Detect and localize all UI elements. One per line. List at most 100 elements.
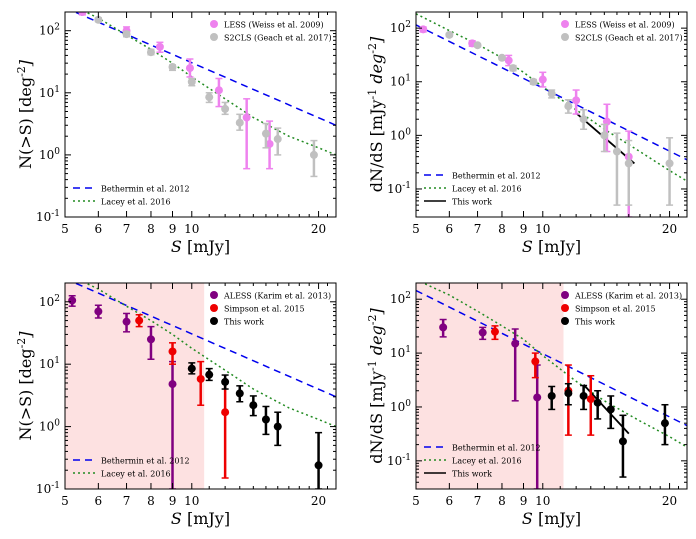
series-s2cls-geach-et-al-2017 [94,15,318,178]
data-point [187,364,196,373]
y-tick-label: 101 [39,85,60,100]
x-axis: 5 6 7 8 9 10 20 [412,12,688,236]
x-tick-label: 6 [446,222,454,236]
data-point [146,335,155,344]
panel-bottom-left: 5 6 7 8 9 10 20 10-1 100 101 102 S [mJy] N(>S) [deg-… [15,282,337,528]
legend-label: S2CLS (Geach et al. 2017) [224,34,332,43]
y-axis-label: N(>S) [deg-2] [15,59,35,169]
curve-lacey-et-al-2016 [421,283,687,448]
data-point [221,408,230,417]
x-tick-label: 10 [184,222,199,236]
x-tick-label: 7 [123,494,131,508]
y-axis: 10-1 100 101 102 [387,282,687,490]
legend-marker [210,20,218,28]
x-tick-label: 20 [311,222,326,236]
legend-label: Bethermin et al. 2012 [101,457,190,466]
data-point [538,75,547,84]
legend-top-right: ALESS (Karim et al. 2013) Simpson et al. … [210,291,331,327]
y-tick-label: 101 [39,356,60,371]
data-point [533,393,542,402]
panel-top-left: 5 6 7 8 9 10 20 10-1 100 101 102 S [mJy] N(>S) [deg-… [15,11,337,256]
y-tick-label: 102 [390,20,411,35]
x-tick-label: 8 [498,222,506,236]
x-tick-label: 10 [535,494,550,508]
x-tick-label: 10 [535,222,550,236]
legend-label: ALESS (Karim et al. 2013) [223,292,331,301]
legend-label: This work [452,470,492,479]
y-tick-label: 10-1 [387,181,411,196]
data-point [490,327,499,336]
curve-bethermin-et-al-2012 [73,12,336,126]
series-this-work [547,382,669,478]
y-tick-label: 100 [390,399,411,414]
x-axis-label: S [mJy] [522,237,581,256]
data-point [473,41,482,50]
x-tick-label: 7 [123,222,131,236]
y-tick-label: 10-1 [36,481,60,496]
axes-frame [64,282,337,490]
y-tick-label: 100 [39,147,60,162]
data-point [249,401,258,410]
curve-bethermin-et-al-2012 [73,283,336,398]
data-point [419,25,428,34]
x-axis: 5 6 7 8 9 10 20 [61,283,337,508]
legend-label: Lacey et al. 2016 [452,457,522,466]
x-tick-label: 8 [147,222,155,236]
y-tick-label: 101 [390,74,411,89]
data-point [618,437,627,446]
legend-bottom-left: Bethermin et al. 2012 Lacey et al. 2016 Th… [424,172,541,207]
data-point [439,323,448,332]
data-point [273,135,282,144]
x-tick-label: 20 [662,494,677,508]
x-tick-label: 6 [95,494,103,508]
data-point [205,93,214,102]
legend-label: Bethermin et al. 2012 [452,444,541,453]
x-tick-label: 5 [412,222,420,236]
legend-bottom-left: Bethermin et al. 2012 Lacey et al. 2016 Th… [424,444,541,479]
x-tick-label: 8 [498,494,506,508]
axes-frame [415,11,688,218]
y-tick-label: 10-1 [36,209,60,224]
data-point [221,104,230,113]
data-point [122,30,131,39]
data-point [564,389,573,398]
data-point [593,398,602,407]
legend-label: This work [575,318,615,327]
data-point [68,296,77,305]
x-tick-label: 10 [184,494,199,508]
legend-marker [210,291,218,299]
plot-area [73,12,336,178]
data-point [586,395,595,404]
data-point [531,357,540,366]
data-point [235,389,244,398]
x-tick-label: 5 [412,494,420,508]
data-point [155,42,164,51]
data-point [600,131,609,140]
shaded-region [65,283,205,489]
legend-label: Simpson et al. 2015 [575,305,656,314]
series-this-work [187,362,323,489]
legend-label: Lacey et al. 2016 [101,198,171,207]
legend-marker [561,291,569,299]
curve-bethermin-et-al-2012 [416,289,687,427]
data-point [579,391,588,400]
data-point [78,12,87,16]
data-point [478,328,487,337]
legend-label: Simpson et al. 2015 [224,305,305,314]
x-tick-label: 20 [662,222,677,236]
data-point [665,159,674,168]
x-axis-label: S [mJy] [171,509,230,528]
x-tick-label: 9 [520,494,528,508]
y-tick-label: 101 [390,345,411,360]
data-point [445,30,454,39]
axes-frame [64,11,337,218]
legend-label: Bethermin et al. 2012 [452,172,541,181]
legend-bottom-left: Bethermin et al. 2012 Lacey et al. 2016 [73,185,190,207]
legend-marker [561,20,569,28]
data-point [314,461,323,470]
plot-area [65,283,336,489]
legend-label: Bethermin et al. 2012 [101,185,190,194]
legend-marker [210,304,218,312]
data-point [564,102,573,111]
